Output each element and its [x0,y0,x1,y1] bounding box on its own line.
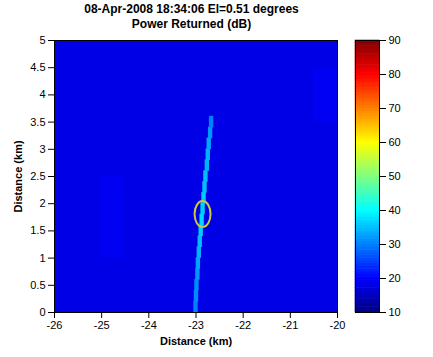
svg-text:1.5: 1.5 [30,224,45,236]
svg-text:5: 5 [39,34,45,46]
svg-text:-23: -23 [188,319,204,331]
svg-text:30: 30 [389,238,401,250]
svg-text:60: 60 [389,136,401,148]
svg-text:10: 10 [389,306,401,318]
svg-text:2: 2 [39,197,45,209]
svg-text:2.5: 2.5 [30,170,45,182]
svg-text:-24: -24 [141,319,157,331]
svg-text:0.5: 0.5 [30,279,45,291]
svg-text:3: 3 [39,143,45,155]
svg-text:-21: -21 [282,319,298,331]
svg-text:0: 0 [39,306,45,318]
svg-text:3.5: 3.5 [30,116,45,128]
svg-text:70: 70 [389,102,401,114]
svg-text:-20: -20 [330,319,346,331]
svg-text:-26: -26 [47,319,63,331]
html-text:Power Returned (dB): Power Returned (dB) [131,17,252,31]
svg-text:90: 90 [389,34,401,46]
svg-text:1: 1 [39,252,45,264]
svg-text:-22: -22 [235,319,251,331]
svg-text:-25: -25 [94,319,110,331]
svg-text:Distance (km): Distance (km) [160,335,232,347]
svg-text:20: 20 [389,272,401,284]
svg-text:4.5: 4.5 [30,61,45,73]
svg-text:40: 40 [389,204,401,216]
svg-text:Distance (km): Distance (km) [12,140,24,212]
svg-text:80: 80 [389,68,401,80]
svg-text:50: 50 [389,170,401,182]
html-text:08-Apr-2008 18:34:06 El=0.51 d: 08-Apr-2008 18:34:06 El=0.51 degrees [84,2,299,16]
svg-text:4: 4 [39,88,45,100]
